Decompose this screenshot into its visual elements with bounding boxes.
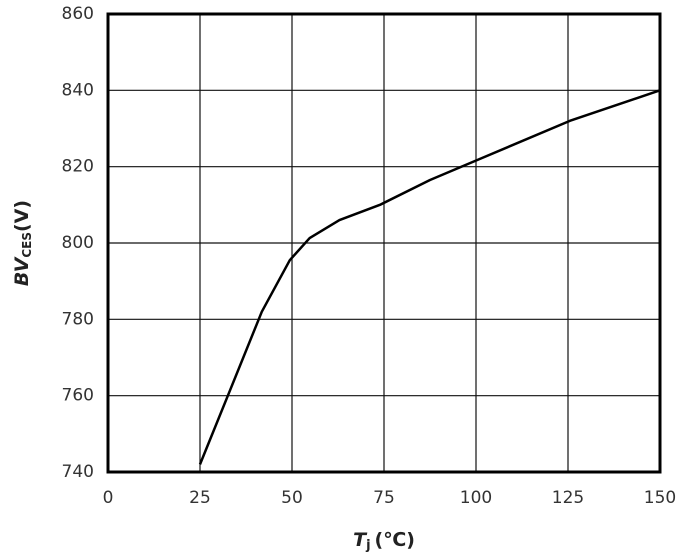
x-tick-label: 0 [103,488,114,508]
x-tick-label: 25 [189,488,211,508]
y-tick-label: 860 [62,4,94,24]
x-tick-label: 75 [373,488,395,508]
y-tick-label: 840 [62,80,94,100]
plot-frame [106,12,662,474]
x-tick-label: 125 [552,488,584,508]
x-axis-label: Tj (℃) [353,529,415,553]
x-tick-label: 50 [281,488,303,508]
x-tick-label: 150 [644,488,676,508]
x-tick-label: 100 [460,488,492,508]
y-tick-label: 800 [62,233,94,253]
data-line [198,89,661,465]
y-axis-label: BVCES(V) [11,200,34,286]
y-tick-label: 760 [62,386,94,406]
y-tick-label: 780 [62,309,94,329]
y-tick-label: 740 [62,462,94,482]
y-tick-label: 820 [62,157,94,177]
